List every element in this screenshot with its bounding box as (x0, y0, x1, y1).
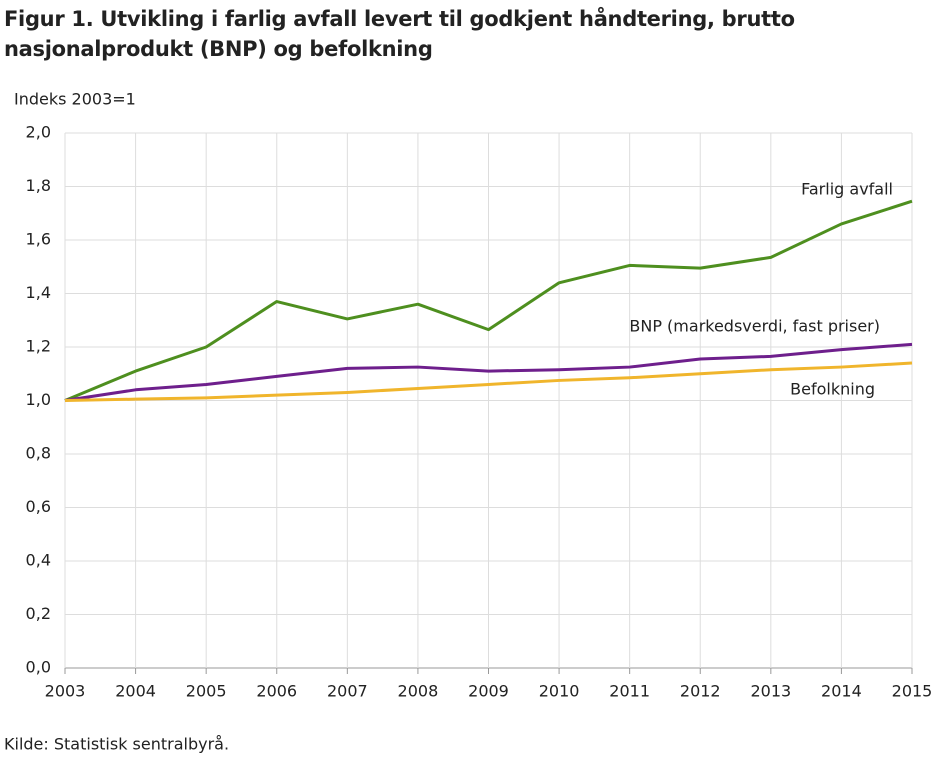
source: Kilde: Statistisk sentralbyrå. (4, 735, 229, 754)
chart-title: Figur 1. Utvikling i farlig avfall lever… (4, 7, 795, 61)
x-tick-label: 2003 (45, 682, 86, 701)
y-tick-label: 1,8 (26, 176, 51, 195)
y-tick-label: 0,0 (26, 658, 51, 677)
x-tick-label: 2008 (398, 682, 439, 701)
x-tick-label: 2015 (892, 682, 933, 701)
series-label: Befolkning (790, 380, 875, 399)
series-label: BNP (markedsverdi, fast priser) (629, 317, 880, 336)
x-tick-label: 2013 (750, 682, 791, 701)
x-tick-label: 2010 (539, 682, 580, 701)
y-tick-label: 1,6 (26, 230, 51, 249)
y-tick-label: 1,0 (26, 390, 51, 409)
y-tick-label: 2,0 (26, 123, 51, 142)
y-tick-label: 1,2 (26, 337, 51, 356)
x-tick-label: 2012 (680, 682, 721, 701)
x-tick-label: 2011 (609, 682, 650, 701)
x-tick-label: 2014 (821, 682, 862, 701)
x-tick-label: 2006 (256, 682, 297, 701)
x-tick-label: 2004 (115, 682, 156, 701)
series-line (64, 342, 913, 402)
series-line (64, 361, 913, 402)
y-tick-label: 0,6 (26, 497, 51, 516)
series-label: Farlig avfall (801, 180, 893, 199)
x-tick-label: 2009 (468, 682, 509, 701)
y-tick-label: 0,8 (26, 444, 51, 463)
y-tick-label: 0,4 (26, 551, 51, 570)
series-line (64, 199, 913, 402)
y-tick-label: 0,2 (26, 604, 51, 623)
y-tick-label: 1,4 (26, 283, 51, 302)
y-axis-label: Indeks 2003=1 (14, 90, 136, 109)
x-tick-label: 2007 (327, 682, 368, 701)
x-tick-label: 2005 (186, 682, 227, 701)
